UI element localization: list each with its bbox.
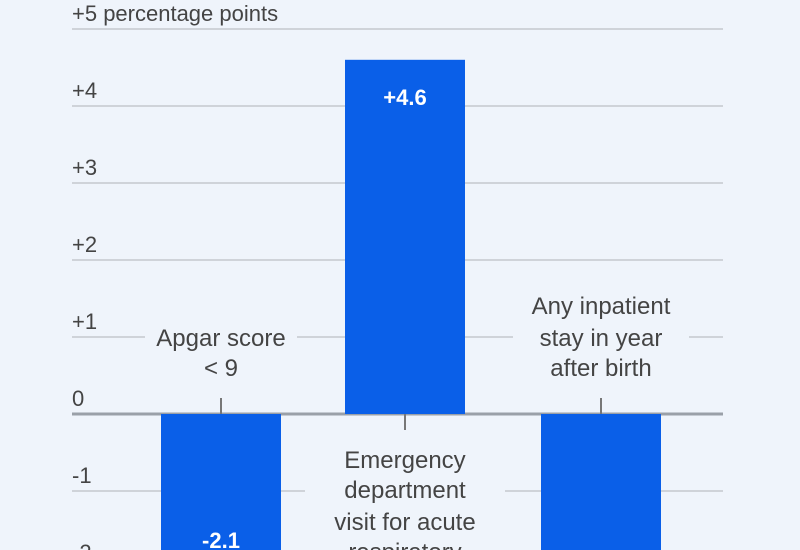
category-label: stay in year <box>540 325 663 352</box>
category-label: < 9 <box>204 355 238 382</box>
y-tick-label: +3 <box>72 155 97 180</box>
y-tick-label: +2 <box>72 232 97 257</box>
category-label: after birth <box>550 355 651 382</box>
category-label: department <box>344 477 466 504</box>
data-label: +4.6 <box>383 85 426 110</box>
category-label: Emergency <box>344 447 465 474</box>
bar <box>541 414 661 550</box>
category-label-bg <box>145 316 297 378</box>
y-tick-label: -1 <box>72 463 92 488</box>
category-label: respiratory <box>348 539 461 550</box>
bar <box>161 414 281 550</box>
category-label-bg <box>305 438 505 550</box>
category-label: Any inpatient <box>532 293 671 320</box>
y-tick-label: -2 <box>72 540 92 550</box>
data-label: -2.1 <box>202 528 240 550</box>
y-tick-label: 0 <box>72 386 84 411</box>
category-label: Apgar score <box>156 325 285 352</box>
category-label: visit for acute <box>334 509 475 536</box>
y-tick-label: +1 <box>72 309 97 334</box>
bar <box>345 59 465 415</box>
y-tick-label: +5 percentage points <box>72 1 278 26</box>
category-label-bg <box>513 284 689 378</box>
y-tick-label: +4 <box>72 78 97 103</box>
